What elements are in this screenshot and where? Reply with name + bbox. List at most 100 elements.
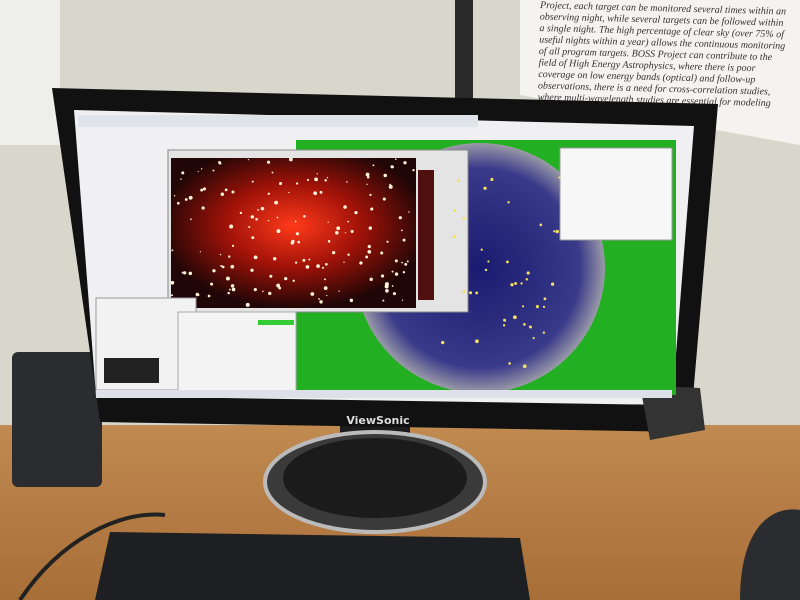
star: [316, 173, 318, 175]
star: [294, 261, 298, 264]
star: [366, 175, 370, 179]
star: [347, 220, 350, 223]
star: [384, 282, 389, 287]
star: [253, 288, 257, 292]
star: [354, 210, 358, 215]
star: [220, 192, 225, 196]
star: [394, 272, 399, 276]
star: [170, 280, 175, 285]
star: [229, 224, 234, 229]
star: [227, 291, 230, 295]
sky-star: [553, 230, 556, 233]
star: [326, 176, 329, 179]
sky-star: [484, 268, 488, 272]
poster: [520, 0, 800, 145]
star: [200, 168, 203, 170]
star: [403, 161, 407, 165]
star: [308, 258, 311, 261]
star: [269, 274, 273, 278]
star: [336, 226, 341, 231]
star: [319, 190, 323, 194]
star: [228, 255, 231, 258]
sky-star: [523, 323, 526, 326]
sky-star: [520, 282, 523, 285]
star: [385, 288, 389, 293]
star: [220, 264, 223, 268]
star: [195, 292, 200, 297]
star: [324, 278, 326, 281]
star: [197, 170, 199, 173]
star: [201, 206, 205, 210]
sky-star: [550, 282, 555, 286]
star: [231, 287, 236, 292]
star: [176, 201, 180, 205]
nebula-image: [171, 158, 416, 308]
star: [389, 183, 392, 186]
star: [366, 183, 368, 186]
star: [402, 238, 406, 242]
star: [404, 262, 408, 266]
cable: [455, 0, 473, 100]
star: [367, 244, 371, 249]
star: [262, 290, 264, 293]
star: [370, 207, 374, 211]
star: [384, 175, 387, 178]
left-poster: [0, 0, 60, 145]
star: [268, 291, 272, 296]
sky-star: [475, 339, 479, 344]
sky-star: [543, 297, 547, 301]
star: [394, 259, 398, 263]
star: [318, 298, 320, 300]
star: [369, 193, 372, 196]
star: [250, 215, 255, 219]
sky-star: [468, 291, 473, 295]
cable: [18, 512, 166, 600]
star: [288, 191, 290, 194]
star: [284, 276, 288, 281]
sky-star: [487, 260, 490, 263]
star: [218, 161, 221, 164]
star: [230, 264, 235, 269]
star: [253, 255, 258, 260]
star: [295, 182, 299, 185]
star: [359, 261, 363, 265]
sky-star: [542, 331, 546, 334]
speaker: [12, 352, 102, 487]
star: [319, 300, 323, 304]
sky-star: [506, 260, 509, 264]
sky-star: [462, 289, 466, 294]
star: [190, 218, 192, 221]
sky-star: [490, 177, 494, 182]
star: [294, 220, 297, 223]
star: [181, 171, 185, 175]
star: [199, 251, 202, 253]
star: [401, 261, 404, 264]
star: [386, 240, 389, 243]
star: [184, 198, 188, 201]
star: [228, 288, 231, 291]
sky-star: [532, 336, 535, 340]
sky-star: [528, 325, 532, 329]
star: [260, 206, 265, 211]
star: [367, 250, 372, 254]
star: [276, 216, 279, 219]
brand: ViewSonic: [346, 414, 409, 427]
star: [292, 279, 295, 282]
star: [188, 271, 193, 276]
star: [382, 299, 385, 302]
star: [372, 164, 375, 167]
histogram: [104, 358, 159, 383]
star: [271, 171, 274, 174]
star: [245, 302, 250, 307]
star: [338, 290, 340, 292]
star: [305, 265, 310, 269]
sky-star: [462, 216, 466, 220]
menu-bar: [78, 115, 478, 127]
star: [297, 240, 301, 244]
star: [212, 169, 215, 172]
star: [250, 268, 254, 272]
sky-star: [522, 364, 527, 369]
star: [267, 219, 270, 222]
star: [257, 209, 259, 211]
sky-star: [542, 305, 546, 308]
